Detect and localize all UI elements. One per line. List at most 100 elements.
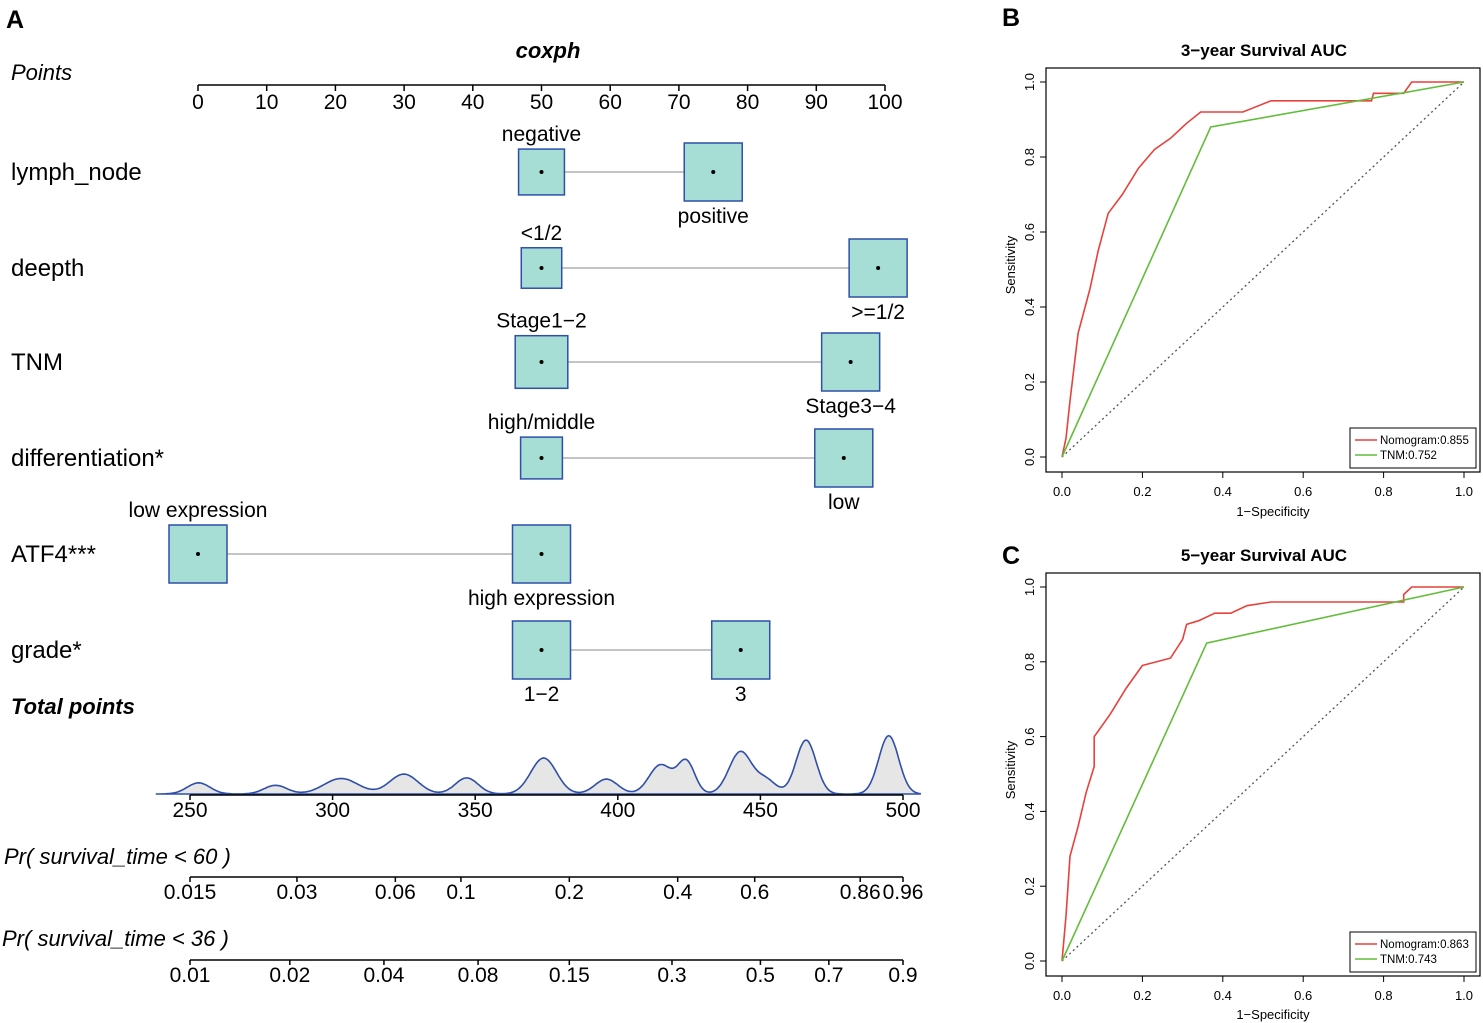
total-tick-label: 300 — [315, 799, 350, 822]
roc-y-tick-label: 0.4 — [1022, 802, 1037, 820]
variable-name: lymph_node — [11, 159, 142, 186]
prob-tick-label: 0.9 — [888, 964, 917, 987]
level-label: 3 — [735, 683, 747, 706]
total-tick-label: 500 — [885, 799, 920, 822]
points-tick-label: 0 — [192, 91, 204, 114]
roc-y-tick-label: 0.8 — [1022, 653, 1037, 671]
roc-x-tick-label: 0.8 — [1375, 988, 1393, 1003]
roc-series-nomogram — [1061, 81, 1464, 458]
roc-legend-label: TNM:0.752 — [1380, 450, 1437, 462]
level-dot — [539, 170, 544, 174]
roc-x-tick-label: 0.4 — [1214, 988, 1232, 1003]
variable-name: differentiation* — [11, 445, 164, 472]
roc-3year-ylabel: Sensitivity — [1003, 235, 1018, 294]
level-dot — [539, 360, 544, 364]
roc-5year-panel: 5−year Survival AUC 0.0 0.2 0.4 0.6 0.8 1.0 0.… — [1003, 546, 1481, 1022]
roc-y-tick-label: 0.6 — [1022, 728, 1037, 746]
roc-series-tnm — [1061, 586, 1465, 962]
roc-x-tick-label: 0.4 — [1214, 484, 1232, 499]
roc-series-nomogram — [1061, 586, 1464, 962]
prob-tick-label: 0.6 — [740, 881, 769, 904]
total-points-label: Total points — [11, 694, 135, 719]
prob-tick-label: 0.96 — [883, 881, 924, 904]
total-tick-label: 400 — [600, 799, 635, 822]
roc-y-tick-label: 0.4 — [1022, 298, 1037, 316]
variable-row-tnm: TNM Stage1−2 Stage3−4 — [11, 310, 896, 418]
panel-letter-a: A — [6, 6, 24, 34]
roc-3year-xlabel: 1−Specificity — [1236, 504, 1310, 519]
roc-plot-frame — [1045, 67, 1481, 473]
total-points-density — [155, 734, 921, 795]
roc-y-tick-label: 0.6 — [1022, 223, 1037, 241]
roc-y-tick-label: 0.0 — [1022, 952, 1037, 970]
points-tick-label: 10 — [255, 91, 278, 114]
panel-letter-c: C — [1002, 542, 1020, 570]
level-dot — [539, 552, 544, 556]
density-curve — [155, 734, 921, 795]
points-tick-label: 70 — [667, 91, 690, 114]
level-label: high/middle — [488, 411, 595, 434]
roc-legend: Nomogram:0.863 TNM:0.743 — [1349, 931, 1477, 973]
level-label: high expression — [468, 587, 615, 610]
prob-tick-label: 0.7 — [814, 964, 843, 987]
level-dot — [841, 456, 846, 460]
prob-tick-label: 0.1 — [446, 881, 475, 904]
roc-5year-title: 5−year Survival AUC — [1181, 546, 1347, 565]
total-tick-label: 350 — [458, 799, 493, 822]
roc-legend-label: Nomogram:0.863 — [1380, 939, 1469, 951]
roc-x-tick-label: 1.0 — [1455, 484, 1473, 499]
points-tick-label: 60 — [599, 91, 622, 114]
level-label: Stage1−2 — [496, 310, 587, 333]
roc-y-tick-label: 0.2 — [1022, 877, 1037, 895]
level-label: positive — [678, 205, 749, 228]
level-label: <1/2 — [521, 222, 562, 245]
roc-5year-plot: 0.0 0.2 0.4 0.6 0.8 1.0 0.0 0.2 0.4 0.6 0.8 1.0 Nomo… — [1022, 572, 1481, 1003]
roc-x-tick-label: 0.2 — [1133, 988, 1151, 1003]
points-tick-label: 30 — [392, 91, 415, 114]
roc-3year-title: 3−year Survival AUC — [1181, 41, 1347, 60]
prob-tick-label: 0.04 — [363, 964, 404, 987]
points-tick-label: 80 — [736, 91, 759, 114]
total-tick-label: 250 — [172, 799, 207, 822]
points-axis-label: Points — [11, 60, 72, 85]
roc-5year-ylabel: Sensitivity — [1003, 740, 1018, 799]
prob-tick-label: 0.15 — [549, 964, 590, 987]
roc-x-tick-label: 0.6 — [1294, 484, 1312, 499]
points-tick-label: 50 — [530, 91, 553, 114]
level-dot — [539, 648, 544, 652]
roc-y-tick-label: 0.8 — [1022, 148, 1037, 166]
prob-tick-label: 0.2 — [555, 881, 584, 904]
roc-x-tick-label: 0.0 — [1053, 988, 1071, 1003]
prob-tick-label: 0.08 — [458, 964, 499, 987]
level-dot — [711, 170, 716, 174]
roc-legend: Nomogram:0.855 TNM:0.752 — [1349, 427, 1477, 469]
prob-tick-label: 0.03 — [277, 881, 318, 904]
variable-row-deepth: deepth <1/2 >=1/2 — [11, 222, 908, 324]
total-tick-label: 450 — [743, 799, 778, 822]
points-tick-label: 20 — [324, 91, 347, 114]
variable-name: grade* — [11, 637, 82, 664]
panel-letter-b: B — [1002, 4, 1020, 32]
points-axis: 0 10 20 30 40 50 60 70 80 90 100 — [192, 84, 903, 114]
roc-y-tick-label: 1.0 — [1022, 578, 1037, 596]
prob-tick-label: 0.015 — [164, 881, 217, 904]
nomogram-title: coxph — [516, 38, 581, 63]
prob-axis-60-label: Pr( survival_time < 60 ) — [4, 844, 231, 869]
nomogram-panel: coxph Points 0 10 20 30 40 50 60 70 80 90 100 lymp… — [2, 38, 923, 987]
prob-tick-label: 0.5 — [746, 964, 775, 987]
level-label: Stage3−4 — [805, 395, 896, 418]
level-label: >=1/2 — [851, 301, 905, 324]
roc-y-tick-label: 0.2 — [1022, 373, 1037, 391]
level-label: low — [828, 491, 860, 514]
roc-3year-panel: 3−year Survival AUC 0.0 0.2 0.4 0.6 0.8 1.00.… — [1003, 41, 1481, 519]
prob-axis-60: 0.015 0.03 0.06 0.1 0.2 0.4 0.6 0.86 0.96 — [164, 876, 924, 904]
variable-name: ATF4*** — [11, 541, 96, 568]
nomogram-variables: lymph_node negative positive deepth <1/2 >=1/… — [11, 123, 908, 706]
level-dot — [848, 360, 853, 364]
level-label: 1−2 — [524, 683, 560, 706]
level-label: low expression — [129, 499, 268, 522]
roc-5year-xlabel: 1−Specificity — [1236, 1007, 1310, 1022]
roc-reference-diagonal — [1061, 586, 1465, 962]
points-tick-label: 40 — [461, 91, 484, 114]
